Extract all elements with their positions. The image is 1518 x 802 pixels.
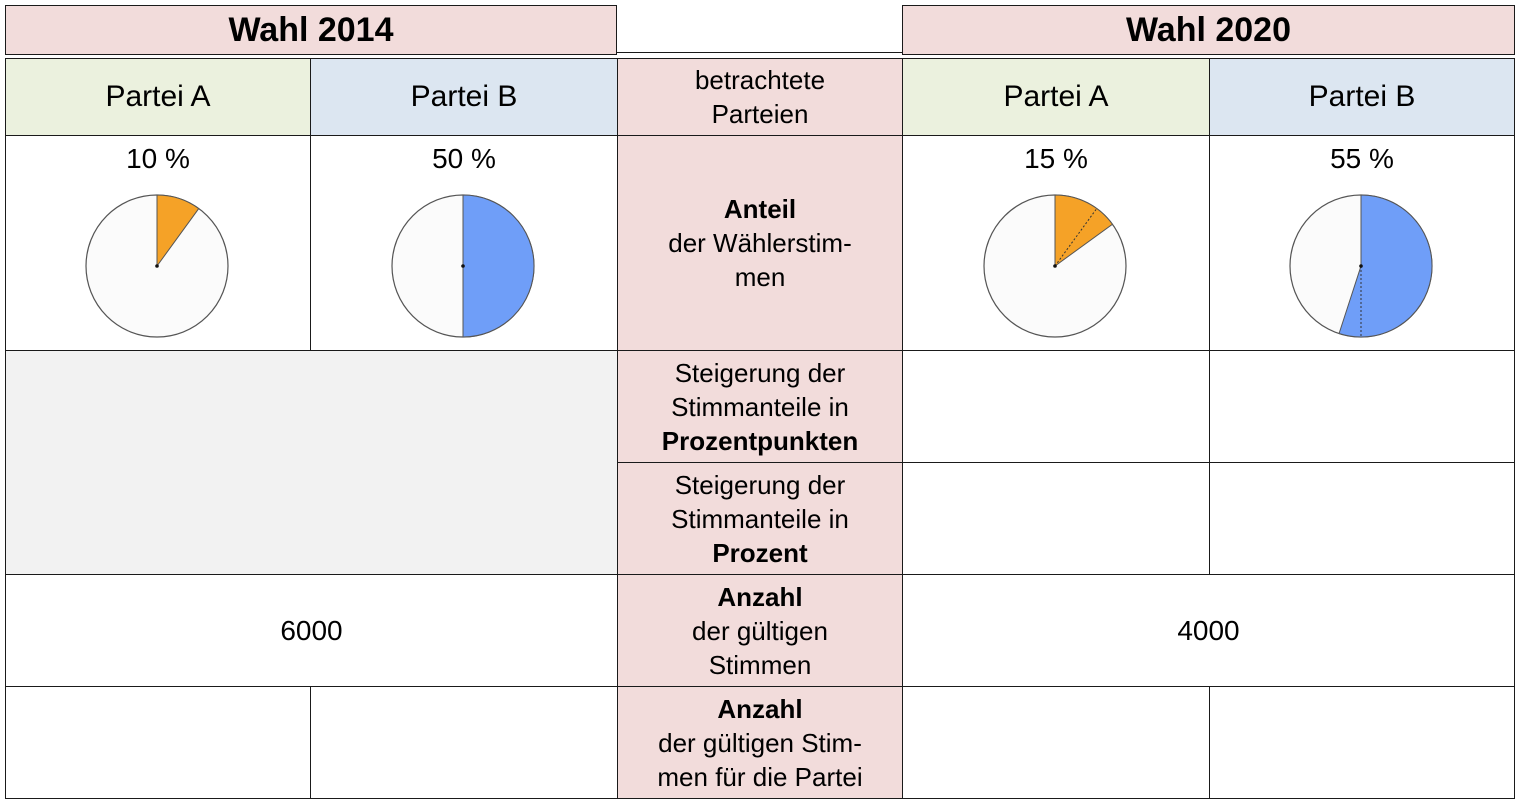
pie-cell-2020-b [1209,182,1515,351]
party-votes-2014-b-input[interactable] [310,686,618,799]
increase-pp-2020-a-input[interactable] [902,350,1210,463]
pie-center-dot [1053,264,1057,268]
valid-votes-label: Anzahl der gültigen Stimmen [617,574,903,687]
share-2014-a: 10 % [5,135,311,183]
increase-pp-line-1: Steigerung der [674,357,846,388]
increase-pp-bold: Prozentpunkten [661,425,859,456]
share-of-votes-line-2: der Wählerstim- [668,228,852,258]
considered-parties-label: betrachtete Parteien [617,58,903,136]
share-2020-a: 15 % [902,135,1210,183]
party-votes-2020-b-input[interactable] [1209,686,1515,799]
total-votes-2014: 6000 [5,574,618,687]
increase-pp-2020-b-input[interactable] [1209,350,1515,463]
party-b-2014-header: Partei B [310,58,618,136]
share-2020-b-value: 55 % [1330,143,1394,174]
increase-percent-label: Steigerung der Stimmanteile in Prozent [617,462,903,575]
valid-votes-title: Anzahl [717,581,803,612]
party-a-2020-header: Partei A [902,58,1210,136]
pie-2020-b [1289,194,1433,338]
party-b-2020-header: Partei B [1209,58,1515,136]
pie-slice [1338,194,1433,338]
increase-pct-line-1: Steigerung der [674,469,846,500]
total-votes-2014-value: 6000 [280,614,343,646]
pie-cell-2014-b [310,182,618,351]
party-valid-votes-label: Anzahl der gültigen Stim- men für die Pa… [617,686,903,799]
header-divider [617,52,902,53]
pie-2014-b [391,194,535,338]
share-2014-a-value: 10 % [126,143,190,174]
pie-2014-a [85,194,229,338]
considered-parties-line-1: betrachtete [694,65,826,95]
total-votes-2020-value: 4000 [1177,614,1240,646]
total-votes-2020: 4000 [902,574,1515,687]
party-votes-2014-a-input[interactable] [5,686,311,799]
share-2014-b-value: 50 % [432,143,496,174]
share-2020-a-value: 15 % [1024,143,1088,174]
party-a-2014-label: Partei A [105,80,211,113]
increase-pct-2020-b-input[interactable] [1209,462,1515,575]
pie-2020-a [983,194,1127,338]
empty-grey-block [5,350,618,575]
party-valid-votes-line-2: der gültigen Stim- [658,727,862,758]
year-header-2014-label: Wahl 2014 [228,10,394,49]
considered-parties-line-2: Parteien [711,99,809,129]
share-of-votes-label: Anteil der Wählerstim- men [617,135,903,351]
pie-center-dot [461,264,465,268]
pie-cell-2014-a [5,182,311,351]
valid-votes-line-2: der gültigen [692,615,828,646]
year-header-2014: Wahl 2014 [5,5,617,55]
pie-cell-2020-a [902,182,1210,351]
pie-center-dot [155,264,159,268]
party-valid-votes-title: Anzahl [717,693,803,724]
share-of-votes-line-3: men [734,262,786,292]
party-b-2014-label: Partei B [410,80,518,113]
pie-slice [462,194,535,338]
share-of-votes-title: Anteil [723,194,797,224]
year-header-2020-label: Wahl 2020 [1125,10,1292,49]
party-valid-votes-line-3: men für die Partei [657,761,863,792]
party-a-2020-label: Partei A [1003,80,1109,113]
valid-votes-line-3: Stimmen [708,649,812,680]
increase-pct-2020-a-input[interactable] [902,462,1210,575]
pie-slice [1054,194,1114,267]
increase-percentage-points-label: Steigerung der Stimmanteile in Prozentpu… [617,350,903,463]
party-a-2014-header: Partei A [5,58,311,136]
pie-slice [156,194,200,268]
pie-center-dot [1359,264,1363,268]
year-header-2020: Wahl 2020 [902,5,1515,55]
increase-pct-line-2: Stimmanteile in [671,503,849,534]
party-votes-2020-a-input[interactable] [902,686,1210,799]
share-2020-b: 55 % [1209,135,1515,183]
party-b-2020-label: Partei B [1308,80,1416,113]
increase-pp-line-2: Stimmanteile in [671,391,849,422]
share-2014-b: 50 % [310,135,618,183]
increase-pct-bold: Prozent [712,537,808,568]
